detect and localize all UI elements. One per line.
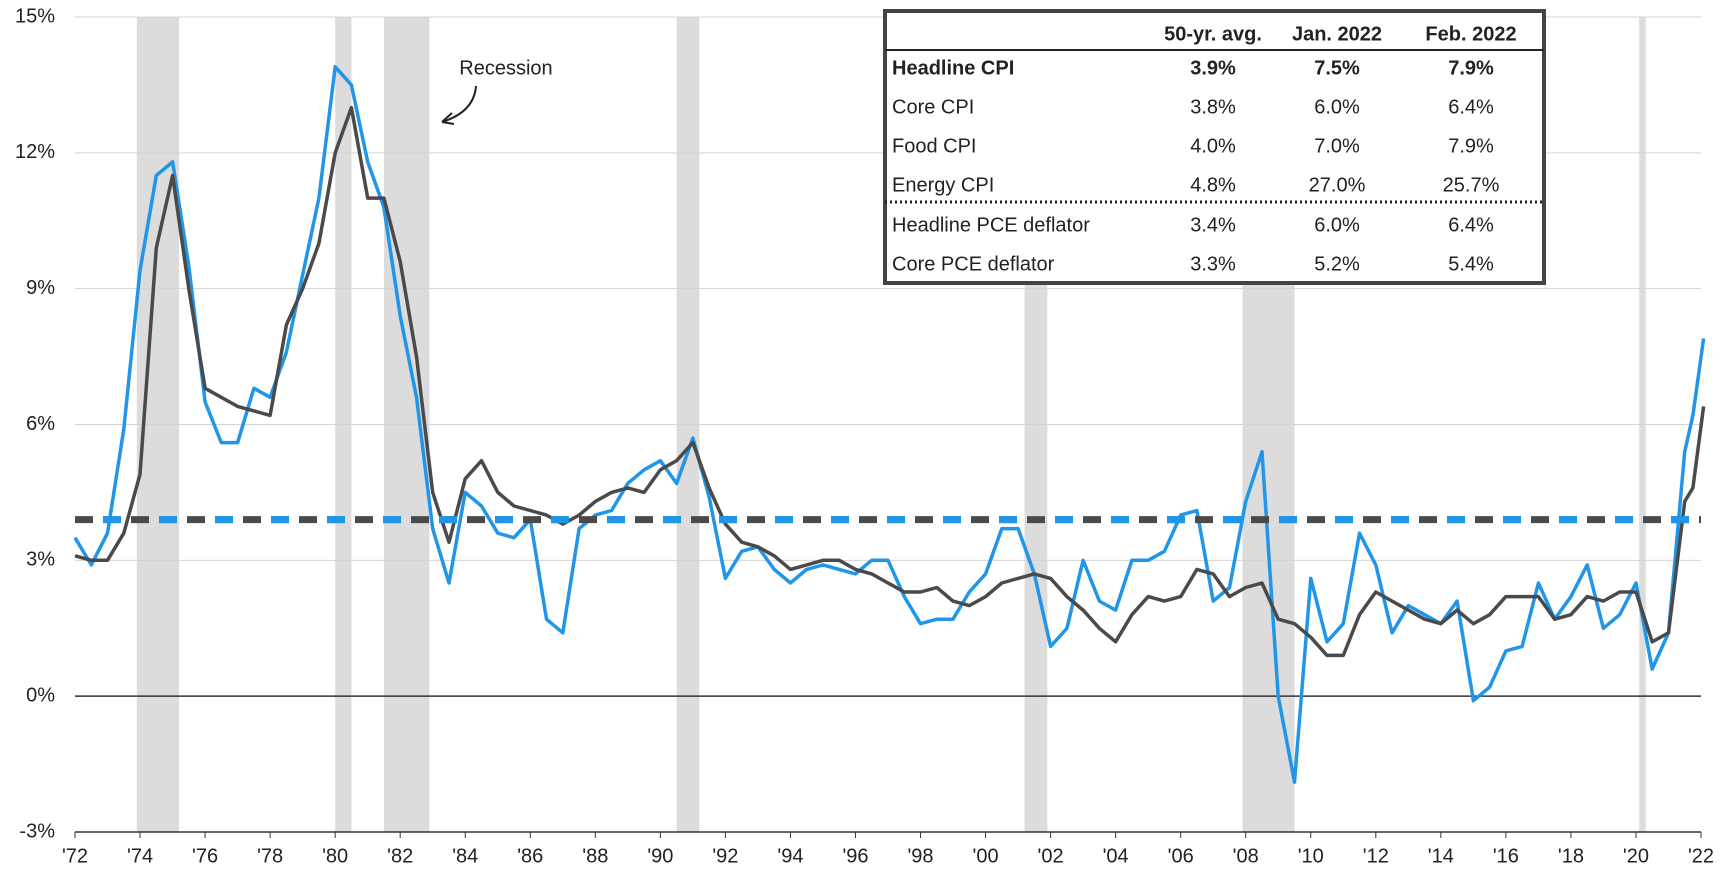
y-tick-label: 6% (26, 413, 55, 435)
x-tick-label: '90 (647, 845, 673, 867)
table-column-header: 50-yr. avg. (1164, 23, 1262, 45)
table-cell: 4.0% (1190, 135, 1236, 157)
table-cell: 6.0% (1314, 96, 1360, 118)
x-tick-label: '22 (1688, 845, 1714, 867)
table-row-label: Energy CPI (892, 174, 994, 196)
x-tick-label: '92 (712, 845, 738, 867)
table-cell: 6.0% (1314, 214, 1360, 236)
y-tick-label: 15% (15, 5, 55, 27)
table-cell: 3.4% (1190, 214, 1236, 236)
x-tick-label: '96 (842, 845, 868, 867)
x-tick-label: '10 (1298, 845, 1324, 867)
table-column-header: Feb. 2022 (1425, 23, 1516, 45)
table-box (883, 9, 1546, 285)
y-tick-label: 9% (26, 277, 55, 299)
table-cell: 4.8% (1190, 174, 1236, 196)
x-tick-label: '18 (1558, 845, 1584, 867)
x-tick-label: '72 (62, 845, 88, 867)
x-tick-label: '86 (517, 845, 543, 867)
series-line (74, 105, 1706, 658)
y-tick-label: -3% (19, 820, 55, 842)
x-tick-label: '88 (582, 845, 608, 867)
table-row-label: Core CPI (892, 96, 974, 118)
table-cell: 7.5% (1314, 57, 1360, 79)
x-tick-label: '06 (1168, 845, 1194, 867)
x-tick-label: '08 (1233, 845, 1259, 867)
table-cell: 3.9% (1190, 57, 1236, 79)
x-tick-label: '12 (1363, 845, 1389, 867)
table-cell: 5.2% (1314, 253, 1360, 275)
x-tick-label: '16 (1493, 845, 1519, 867)
table-row-label: Headline CPI (892, 57, 1014, 79)
x-tick-label: '80 (322, 845, 348, 867)
table-cell: 6.4% (1448, 96, 1494, 118)
table-row-label: Core PCE deflator (892, 253, 1055, 275)
annotation-arrowhead (441, 112, 455, 125)
x-tick-label: '82 (387, 845, 413, 867)
table-cell: 7.9% (1448, 135, 1494, 157)
table-row-label: Headline PCE deflator (892, 214, 1090, 236)
x-tick-label: '04 (1103, 845, 1129, 867)
x-tick-label: '76 (192, 845, 218, 867)
x-tick-label: '94 (777, 845, 803, 867)
table-cell: 6.4% (1448, 214, 1494, 236)
annotation: Recession (459, 57, 552, 79)
y-tick-label: 12% (15, 141, 55, 163)
x-tick-label: '98 (907, 845, 933, 867)
table-cell: 5.4% (1448, 253, 1494, 275)
table: 50-yr. avg. Jan. 2022 Feb. 2022 Headline CP… (883, 9, 1546, 285)
x-tick-label: '00 (973, 845, 999, 867)
table-cell: 3.3% (1190, 253, 1236, 275)
x-tick-label: '14 (1428, 845, 1454, 867)
table-cell: 7.9% (1448, 57, 1494, 79)
y-tick-label: 3% (26, 549, 55, 571)
x-tick-label: '20 (1623, 845, 1649, 867)
x-tick-label: '78 (257, 845, 283, 867)
table-column-header: Jan. 2022 (1292, 23, 1382, 45)
lines (73, 65, 1706, 784)
table-row-label: Food CPI (892, 135, 976, 157)
table-cell: 27.0% (1309, 174, 1366, 196)
y-tick-label: 0% (26, 684, 55, 706)
x-tick-label: '74 (127, 845, 153, 867)
table-cell: 7.0% (1314, 135, 1360, 157)
annotation-arrow (441, 85, 477, 123)
table-cell: 3.8% (1190, 96, 1236, 118)
x-tick-label: '02 (1038, 845, 1064, 867)
table-cell: 25.7% (1443, 174, 1500, 196)
x-tick-label: '84 (452, 845, 478, 867)
